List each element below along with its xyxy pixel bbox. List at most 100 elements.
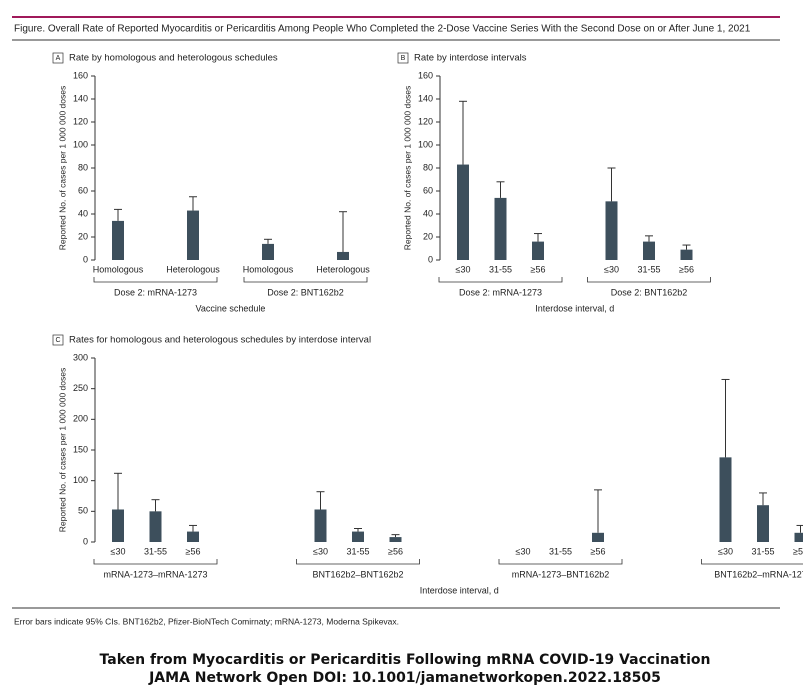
bar	[643, 241, 655, 260]
y-tick-label: 40	[423, 208, 433, 218]
y-tick-label: 80	[423, 162, 433, 172]
group-bracket	[701, 559, 803, 565]
y-tick-label: 60	[423, 185, 433, 195]
panel-label: C	[55, 337, 60, 344]
bar	[457, 164, 469, 260]
bar	[187, 531, 199, 542]
footnote: Error bars indicate 95% CIs. BNT162b2, P…	[14, 616, 399, 626]
group-label: BNT162b2–mRNA-1273	[714, 569, 803, 579]
y-tick-label: 100	[73, 139, 88, 149]
panel-title: Rate by homologous and heterologous sche…	[69, 53, 278, 64]
y-tick-label: 140	[418, 93, 433, 103]
y-tick-label: 140	[73, 93, 88, 103]
x-tick-label: Heterologous	[316, 264, 370, 274]
group-bracket	[93, 559, 218, 565]
y-axis-label: Reported No. of cases per 1 000 000 dose…	[57, 86, 67, 250]
group-bracket	[243, 277, 368, 283]
bar	[187, 210, 199, 260]
x-tick-label: ≥56	[591, 546, 606, 556]
y-tick-label: 120	[418, 116, 433, 126]
x-tick-label: 31-55	[549, 546, 572, 556]
x-tick-label: 31-55	[346, 546, 369, 556]
y-tick-label: 160	[418, 70, 433, 80]
bar	[794, 532, 803, 542]
group-bracket	[438, 277, 563, 283]
panel-label-box	[397, 52, 409, 64]
y-tick-label: 40	[78, 208, 88, 218]
x-axis-label: Interdose interval, d	[535, 303, 614, 313]
y-tick-label: 80	[78, 162, 88, 172]
y-axis-label: Reported No. of cases per 1 000 000 dose…	[57, 368, 67, 532]
group-label: mRNA-1273–BNT162b2	[512, 569, 610, 579]
x-tick-label: Homologous	[93, 264, 144, 274]
bar	[262, 243, 274, 260]
x-tick-label: ≤30	[516, 546, 531, 556]
x-tick-label: ≤30	[456, 264, 471, 274]
bar	[494, 197, 507, 260]
x-tick-label: ≥56	[388, 546, 403, 556]
x-tick-label: ≥56	[679, 264, 694, 274]
y-axis-label: Reported No. of cases per 1 000 000 dose…	[402, 86, 412, 250]
x-axis-label: Interdose interval, d	[420, 585, 499, 595]
group-label: BNT162b2–BNT162b2	[312, 569, 403, 579]
bar	[532, 241, 544, 260]
group-bracket	[587, 277, 711, 283]
group-bracket	[498, 559, 623, 565]
y-tick-label: 300	[73, 352, 88, 362]
caption-line: Taken from Myocarditis or Pericarditis F…	[100, 652, 711, 668]
bar	[592, 532, 604, 542]
figure-title: Figure. Overall Rate of Reported Myocard…	[14, 24, 751, 35]
group-label: Dose 2: BNT162b2	[611, 287, 688, 297]
caption-line: JAMA Network Open DOI: 10.1001/jamanetwo…	[148, 670, 661, 686]
y-tick-label: 120	[73, 116, 88, 126]
y-tick-label: 100	[73, 475, 88, 485]
y-tick-label: 250	[73, 383, 88, 393]
group-label: Dose 2: mRNA-1273	[459, 287, 542, 297]
x-tick-label: ≤30	[718, 546, 733, 556]
bar	[337, 251, 349, 260]
y-tick-label: 160	[73, 70, 88, 80]
bar	[112, 220, 124, 260]
panel-title: Rates for homologous and heterologous sc…	[69, 335, 371, 346]
bar	[112, 509, 124, 542]
x-tick-label: ≤30	[604, 264, 619, 274]
y-tick-label: 0	[428, 254, 433, 264]
x-tick-label: ≥56	[531, 264, 546, 274]
bar	[352, 531, 364, 542]
y-tick-label: 0	[83, 536, 88, 546]
group-label: Dose 2: BNT162b2	[267, 287, 344, 297]
x-tick-label: 31-55	[144, 546, 167, 556]
x-tick-label: 31-55	[637, 264, 660, 274]
panel-label: A	[56, 55, 61, 62]
y-tick-label: 50	[78, 506, 88, 516]
x-tick-label: ≤30	[111, 546, 126, 556]
x-axis-label: Vaccine schedule	[196, 303, 266, 313]
x-tick-label: Heterologous	[166, 264, 220, 274]
bar	[314, 509, 327, 542]
y-tick-label: 150	[73, 444, 88, 454]
x-tick-label: ≤30	[313, 546, 328, 556]
panel-label-box	[52, 52, 64, 64]
bar	[680, 249, 693, 260]
x-tick-label: Homologous	[243, 264, 294, 274]
group-bracket	[296, 559, 420, 565]
x-tick-label: ≥56	[186, 546, 201, 556]
panel-title: Rate by interdose intervals	[414, 53, 527, 64]
x-tick-label: 31-55	[489, 264, 512, 274]
group-label: Dose 2: mRNA-1273	[114, 287, 197, 297]
bar	[605, 201, 618, 260]
y-tick-label: 20	[423, 231, 433, 241]
bar	[757, 505, 769, 542]
y-tick-label: 200	[73, 414, 88, 424]
bar	[149, 511, 162, 542]
y-tick-label: 100	[418, 139, 433, 149]
bar	[719, 457, 732, 542]
group-label: mRNA-1273–mRNA-1273	[103, 569, 207, 579]
y-tick-label: 60	[78, 185, 88, 195]
bar	[389, 537, 402, 542]
panel-label-box	[52, 334, 64, 346]
group-bracket	[93, 277, 218, 283]
y-tick-label: 0	[83, 254, 88, 264]
x-tick-label: 31-55	[751, 546, 774, 556]
